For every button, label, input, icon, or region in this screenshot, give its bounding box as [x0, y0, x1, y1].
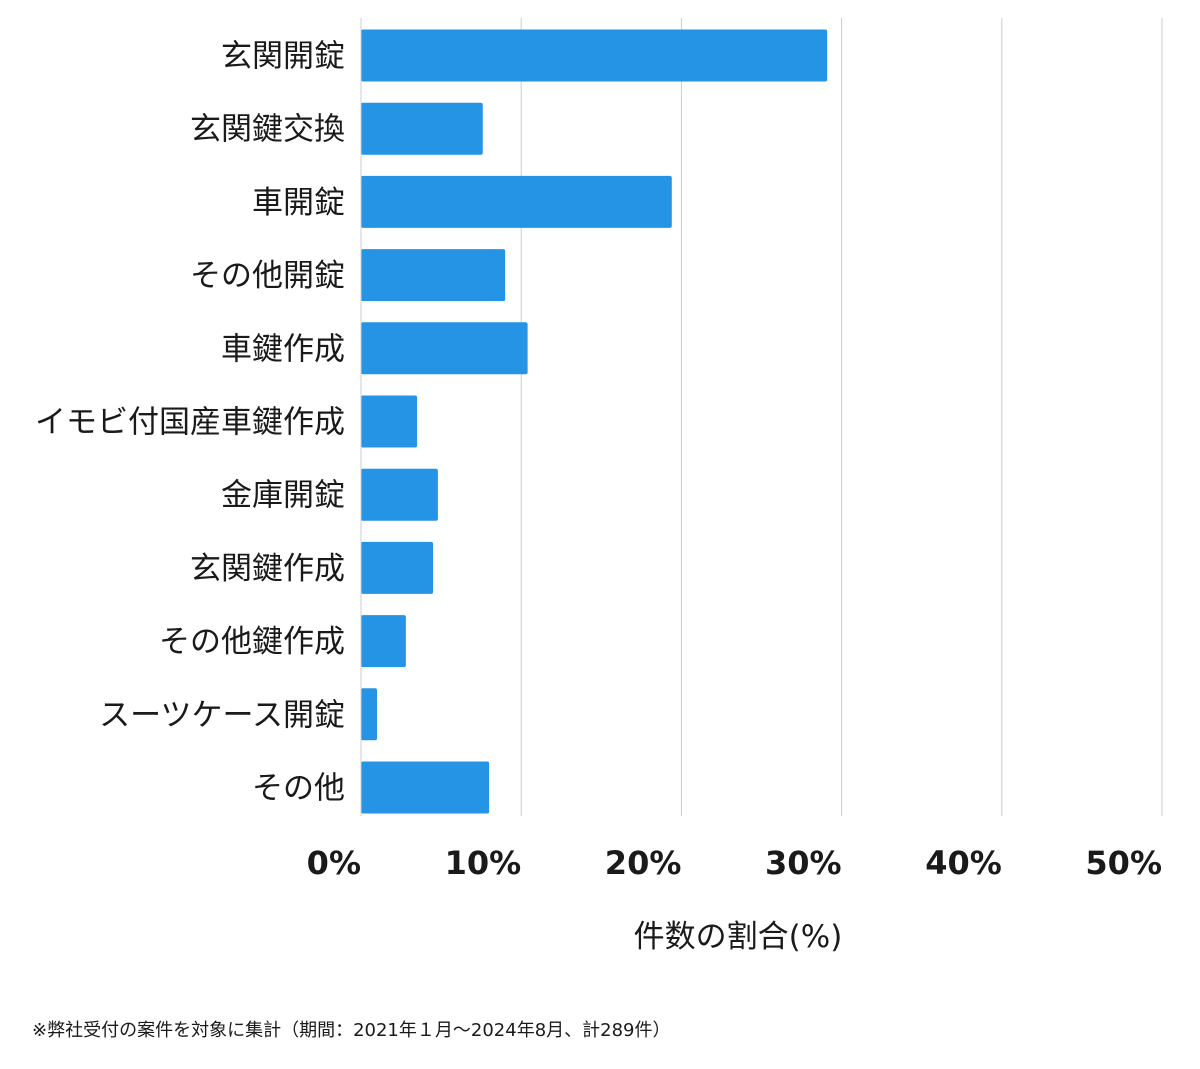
bar	[361, 29, 828, 82]
bar	[361, 688, 378, 741]
category-label: 車開錠	[252, 185, 345, 221]
category-label: 玄関開錠	[221, 39, 345, 75]
bar	[361, 541, 434, 594]
bar	[361, 761, 490, 814]
category-label: 玄関鍵作成	[190, 551, 345, 587]
bar	[361, 468, 438, 521]
x-tick-label: 20%	[605, 844, 682, 882]
x-tick-label: 50%	[1085, 844, 1162, 882]
category-label: その他	[252, 771, 345, 807]
bar	[361, 615, 406, 668]
bar	[361, 249, 506, 302]
category-label: その他開錠	[190, 258, 345, 294]
bar	[361, 102, 483, 155]
x-axis-title: 件数の割合(%)	[634, 919, 843, 955]
category-label: 車鍵作成	[221, 331, 345, 367]
bar	[361, 395, 418, 448]
x-tick-label: 0%	[307, 844, 361, 882]
category-label: スーツケース開錠	[99, 697, 345, 733]
category-label: イモビ付国産車鍵作成	[35, 405, 345, 441]
category-label: 玄関鍵交換	[190, 112, 345, 148]
footnote: ※弊社受付の案件を対象に集計（期間：2021年１月〜2024年8月、計289件）	[32, 1020, 671, 1041]
x-tick-label: 30%	[765, 844, 842, 882]
bar	[361, 175, 672, 228]
bar-chart: 玄関開錠玄関鍵交換車開錠その他開錠車鍵作成イモビ付国産車鍵作成金庫開錠玄関鍵作成…	[35, 18, 1163, 955]
category-label: その他鍵作成	[159, 624, 345, 660]
category-label: 金庫開錠	[221, 478, 345, 514]
x-tick-label: 10%	[445, 844, 522, 882]
x-tick-label: 40%	[925, 844, 1002, 882]
bar	[361, 322, 528, 375]
chart-canvas: 玄関開錠玄関鍵交換車開錠その他開錠車鍵作成イモビ付国産車鍵作成金庫開錠玄関鍵作成…	[35, 18, 1163, 955]
